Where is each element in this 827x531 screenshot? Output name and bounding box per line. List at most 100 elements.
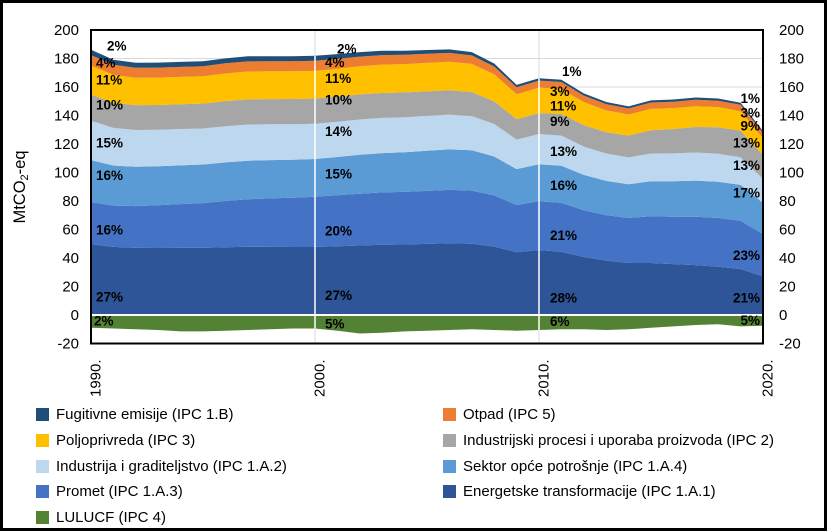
pct-label: 2%	[107, 39, 127, 54]
pct-label: 1%	[740, 91, 760, 106]
legend-item-industrija: Industrija i graditeljstvo (IPC 1.A.2)	[36, 453, 443, 479]
legend-swatch	[443, 485, 456, 499]
area-energetske	[91, 243, 763, 315]
legend-item-poljoprivreda: Poljoprivreda (IPC 3)	[36, 428, 443, 454]
legend-item-lulucf: LULUCF (IPC 4)	[36, 505, 443, 528]
pct-label: 27%	[96, 289, 123, 304]
area-industrija	[91, 114, 763, 203]
y-tick-label-left: 20	[62, 279, 79, 296]
pct-label: 23%	[733, 248, 760, 263]
pct-label: 11%	[96, 73, 122, 88]
legend-label: Otpad (IPC 5)	[463, 406, 556, 424]
y-tick-label-left: 100	[54, 165, 79, 182]
pct-label: 2%	[94, 314, 114, 329]
area-poljoprivreda	[91, 61, 763, 155]
y-tick-label-right: 80	[779, 193, 796, 210]
legend-swatch	[443, 434, 456, 448]
y-tick-label-left: 200	[54, 22, 79, 39]
y-tick-label-left: 140	[54, 108, 79, 125]
legend-item-sektor: Sektor opće potrošnje (IPC 1.A.4)	[443, 453, 774, 479]
legend-swatch	[443, 408, 456, 422]
y-tick-label-right: 0	[779, 307, 787, 324]
x-tick-label: 1990.	[88, 359, 105, 397]
area-sektor	[91, 149, 763, 235]
pct-label: 4%	[96, 56, 116, 71]
legend-swatch	[36, 485, 49, 499]
legend-swatch	[36, 434, 49, 448]
y-tick-label-right: 120	[779, 136, 804, 153]
legend-swatch	[443, 459, 456, 473]
y-tick-label-right: 160	[779, 79, 804, 96]
pct-label: 27%	[325, 288, 352, 303]
x-tick-label: 2020.	[760, 359, 777, 397]
y-tick-label-right: 60	[779, 222, 796, 239]
legend-label: Industrijski procesi i uporaba proizvoda…	[463, 432, 774, 450]
y-tick-label-left: 40	[62, 250, 79, 267]
x-tick-label: 2000.	[312, 359, 329, 397]
pct-label: 14%	[325, 124, 352, 139]
pct-label: 9%	[740, 118, 760, 133]
pct-label: 2%	[337, 41, 357, 56]
pct-label: 17%	[733, 185, 760, 200]
pct-label: 10%	[325, 93, 352, 108]
legend-item-fugitivne: Fugitivne emisije (IPC 1.B)	[36, 402, 443, 428]
legend-label: Promet (IPC 1.A.3)	[56, 483, 183, 501]
pct-label: 5%	[740, 313, 760, 328]
pct-label: 5%	[325, 316, 345, 331]
legend-column-left: Fugitivne emisije (IPC 1.B) Poljoprivreda…	[36, 402, 443, 528]
pct-label: 16%	[550, 178, 577, 193]
legend-swatch	[36, 511, 49, 525]
pct-label: 9%	[550, 114, 570, 129]
legend-swatch	[36, 408, 49, 422]
y-tick-label-right: 140	[779, 108, 804, 125]
chart-legend: Fugitivne emisije (IPC 1.B) Poljoprivreda…	[36, 402, 774, 528]
y-tick-label-left: 80	[62, 193, 79, 210]
pct-label: 6%	[550, 314, 570, 329]
x-tick-label: 2010.	[536, 359, 553, 397]
pct-label: 16%	[96, 222, 123, 237]
pct-label: 13%	[550, 144, 577, 159]
y-tick-label-right: 100	[779, 165, 804, 182]
legend-item-energetske: Energetske transformacije (IPC 1.A.1)	[443, 479, 774, 505]
y-tick-label-right: 20	[779, 279, 796, 296]
legend-item-ipc2: Industrijski procesi i uporaba proizvoda…	[443, 428, 774, 454]
legend-label: Sektor opće potrošnje (IPC 1.A.4)	[463, 457, 688, 475]
pct-label: 10%	[96, 98, 123, 113]
pct-label: 11%	[550, 98, 576, 113]
y-tick-label-left: 180	[54, 51, 79, 68]
legend-column-right: Otpad (IPC 5) Industrijski procesi i upor…	[443, 402, 774, 528]
legend-item-promet: Promet (IPC 1.A.3)	[36, 479, 443, 505]
pct-label: 3%	[550, 84, 570, 99]
pct-label: 16%	[96, 168, 123, 183]
area-promet	[91, 189, 763, 277]
y-tick-label-left: 120	[54, 136, 79, 153]
pct-label: 20%	[325, 224, 352, 239]
pct-label: 21%	[550, 228, 577, 243]
pct-label: 28%	[550, 291, 577, 306]
legend-swatch	[36, 459, 49, 473]
pct-label: 21%	[733, 291, 760, 306]
pct-label: 3%	[740, 106, 760, 121]
pct-label: 13%	[733, 158, 760, 173]
y-tick-label-left: -20	[57, 336, 79, 353]
pct-label: 15%	[96, 135, 123, 150]
y-axis-title: MtCO2-eq	[11, 150, 31, 223]
legend-item-otpad: Otpad (IPC 5)	[443, 402, 774, 428]
y-tick-label-right: -20	[779, 336, 801, 353]
plot-border	[90, 29, 764, 345]
pct-label: 4%	[325, 55, 345, 70]
area-lulucf	[91, 315, 763, 334]
legend-label: LULUCF (IPC 4)	[56, 509, 167, 527]
pct-label: 15%	[325, 167, 352, 182]
area-ipc2	[91, 90, 763, 179]
y-tick-label-left: 0	[71, 307, 79, 324]
legend-label: Industrija i graditeljstvo (IPC 1.A.2)	[56, 457, 287, 475]
y-tick-label-right: 200	[779, 22, 804, 39]
legend-label: Energetske transformacije (IPC 1.A.1)	[463, 483, 716, 501]
pct-label: 13%	[733, 135, 760, 150]
pct-label: 11%	[325, 71, 351, 86]
y-tick-label-left: 60	[62, 222, 79, 239]
legend-label: Fugitivne emisije (IPC 1.B)	[56, 406, 234, 424]
